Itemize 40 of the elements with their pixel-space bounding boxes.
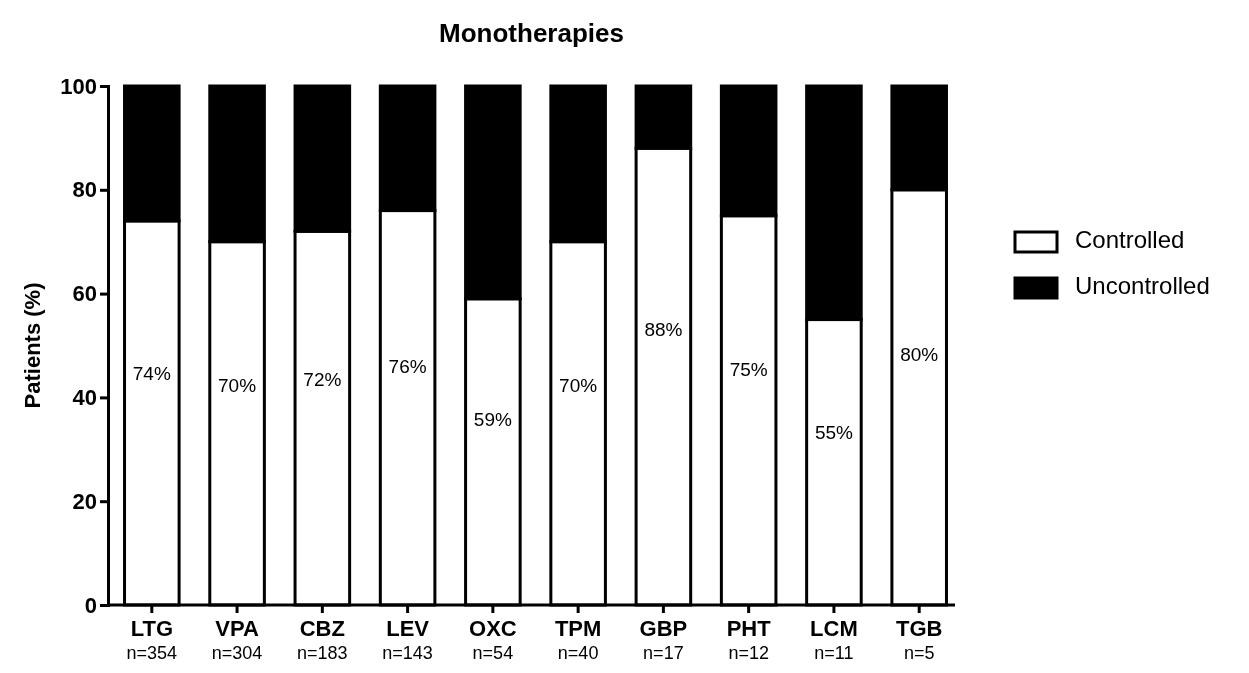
x-tick-label: LEV xyxy=(386,615,430,641)
x-tick-label: LTG xyxy=(130,615,173,641)
y-tick-label: 100 xyxy=(60,73,97,99)
data-label: 70% xyxy=(559,375,598,397)
x-tick-label: GBP xyxy=(639,615,688,641)
text: n=40 xyxy=(557,643,599,663)
x-tick-label: OXC xyxy=(469,615,517,641)
data-label: 80% xyxy=(900,343,939,365)
x-tick-label: TGB xyxy=(895,615,943,641)
text: n=354 xyxy=(126,643,178,663)
legend-label: Uncontrolled xyxy=(1075,272,1210,300)
y-tick-label: 40 xyxy=(72,384,97,410)
data-label: 70% xyxy=(218,375,257,397)
text: n=11 xyxy=(814,643,854,663)
y-tick-label: 0 xyxy=(84,592,97,618)
data-label: 76% xyxy=(388,356,427,378)
x-tick-label: TPM xyxy=(554,615,602,641)
x-tick-label: LCM xyxy=(810,615,858,641)
y-axis-title: Patients (%) xyxy=(20,282,45,409)
chart-title: Monotherapies xyxy=(439,18,624,48)
y-tick-label: 60 xyxy=(72,281,97,307)
data-label: 59% xyxy=(473,409,512,431)
text: n=54 xyxy=(472,643,514,663)
x-tick-label: VPA xyxy=(215,615,259,641)
data-label: 74% xyxy=(132,362,171,384)
text: n=304 xyxy=(211,643,263,663)
text: n=143 xyxy=(382,643,433,663)
text: n=183 xyxy=(297,643,348,663)
x-tick-label: PHT xyxy=(726,615,772,641)
data-label: 75% xyxy=(729,359,768,381)
data-label: 72% xyxy=(303,368,342,390)
y-tick-label: 20 xyxy=(72,488,97,514)
text: n=12 xyxy=(728,643,769,663)
data-label: 55% xyxy=(814,421,854,443)
data-label: 88% xyxy=(644,318,683,340)
text: n=5 xyxy=(903,643,935,663)
text: n=17 xyxy=(643,643,684,663)
y-tick-label: 80 xyxy=(72,177,97,203)
legend-label: Controlled xyxy=(1075,226,1185,254)
x-tick-label: CBZ xyxy=(299,615,345,641)
